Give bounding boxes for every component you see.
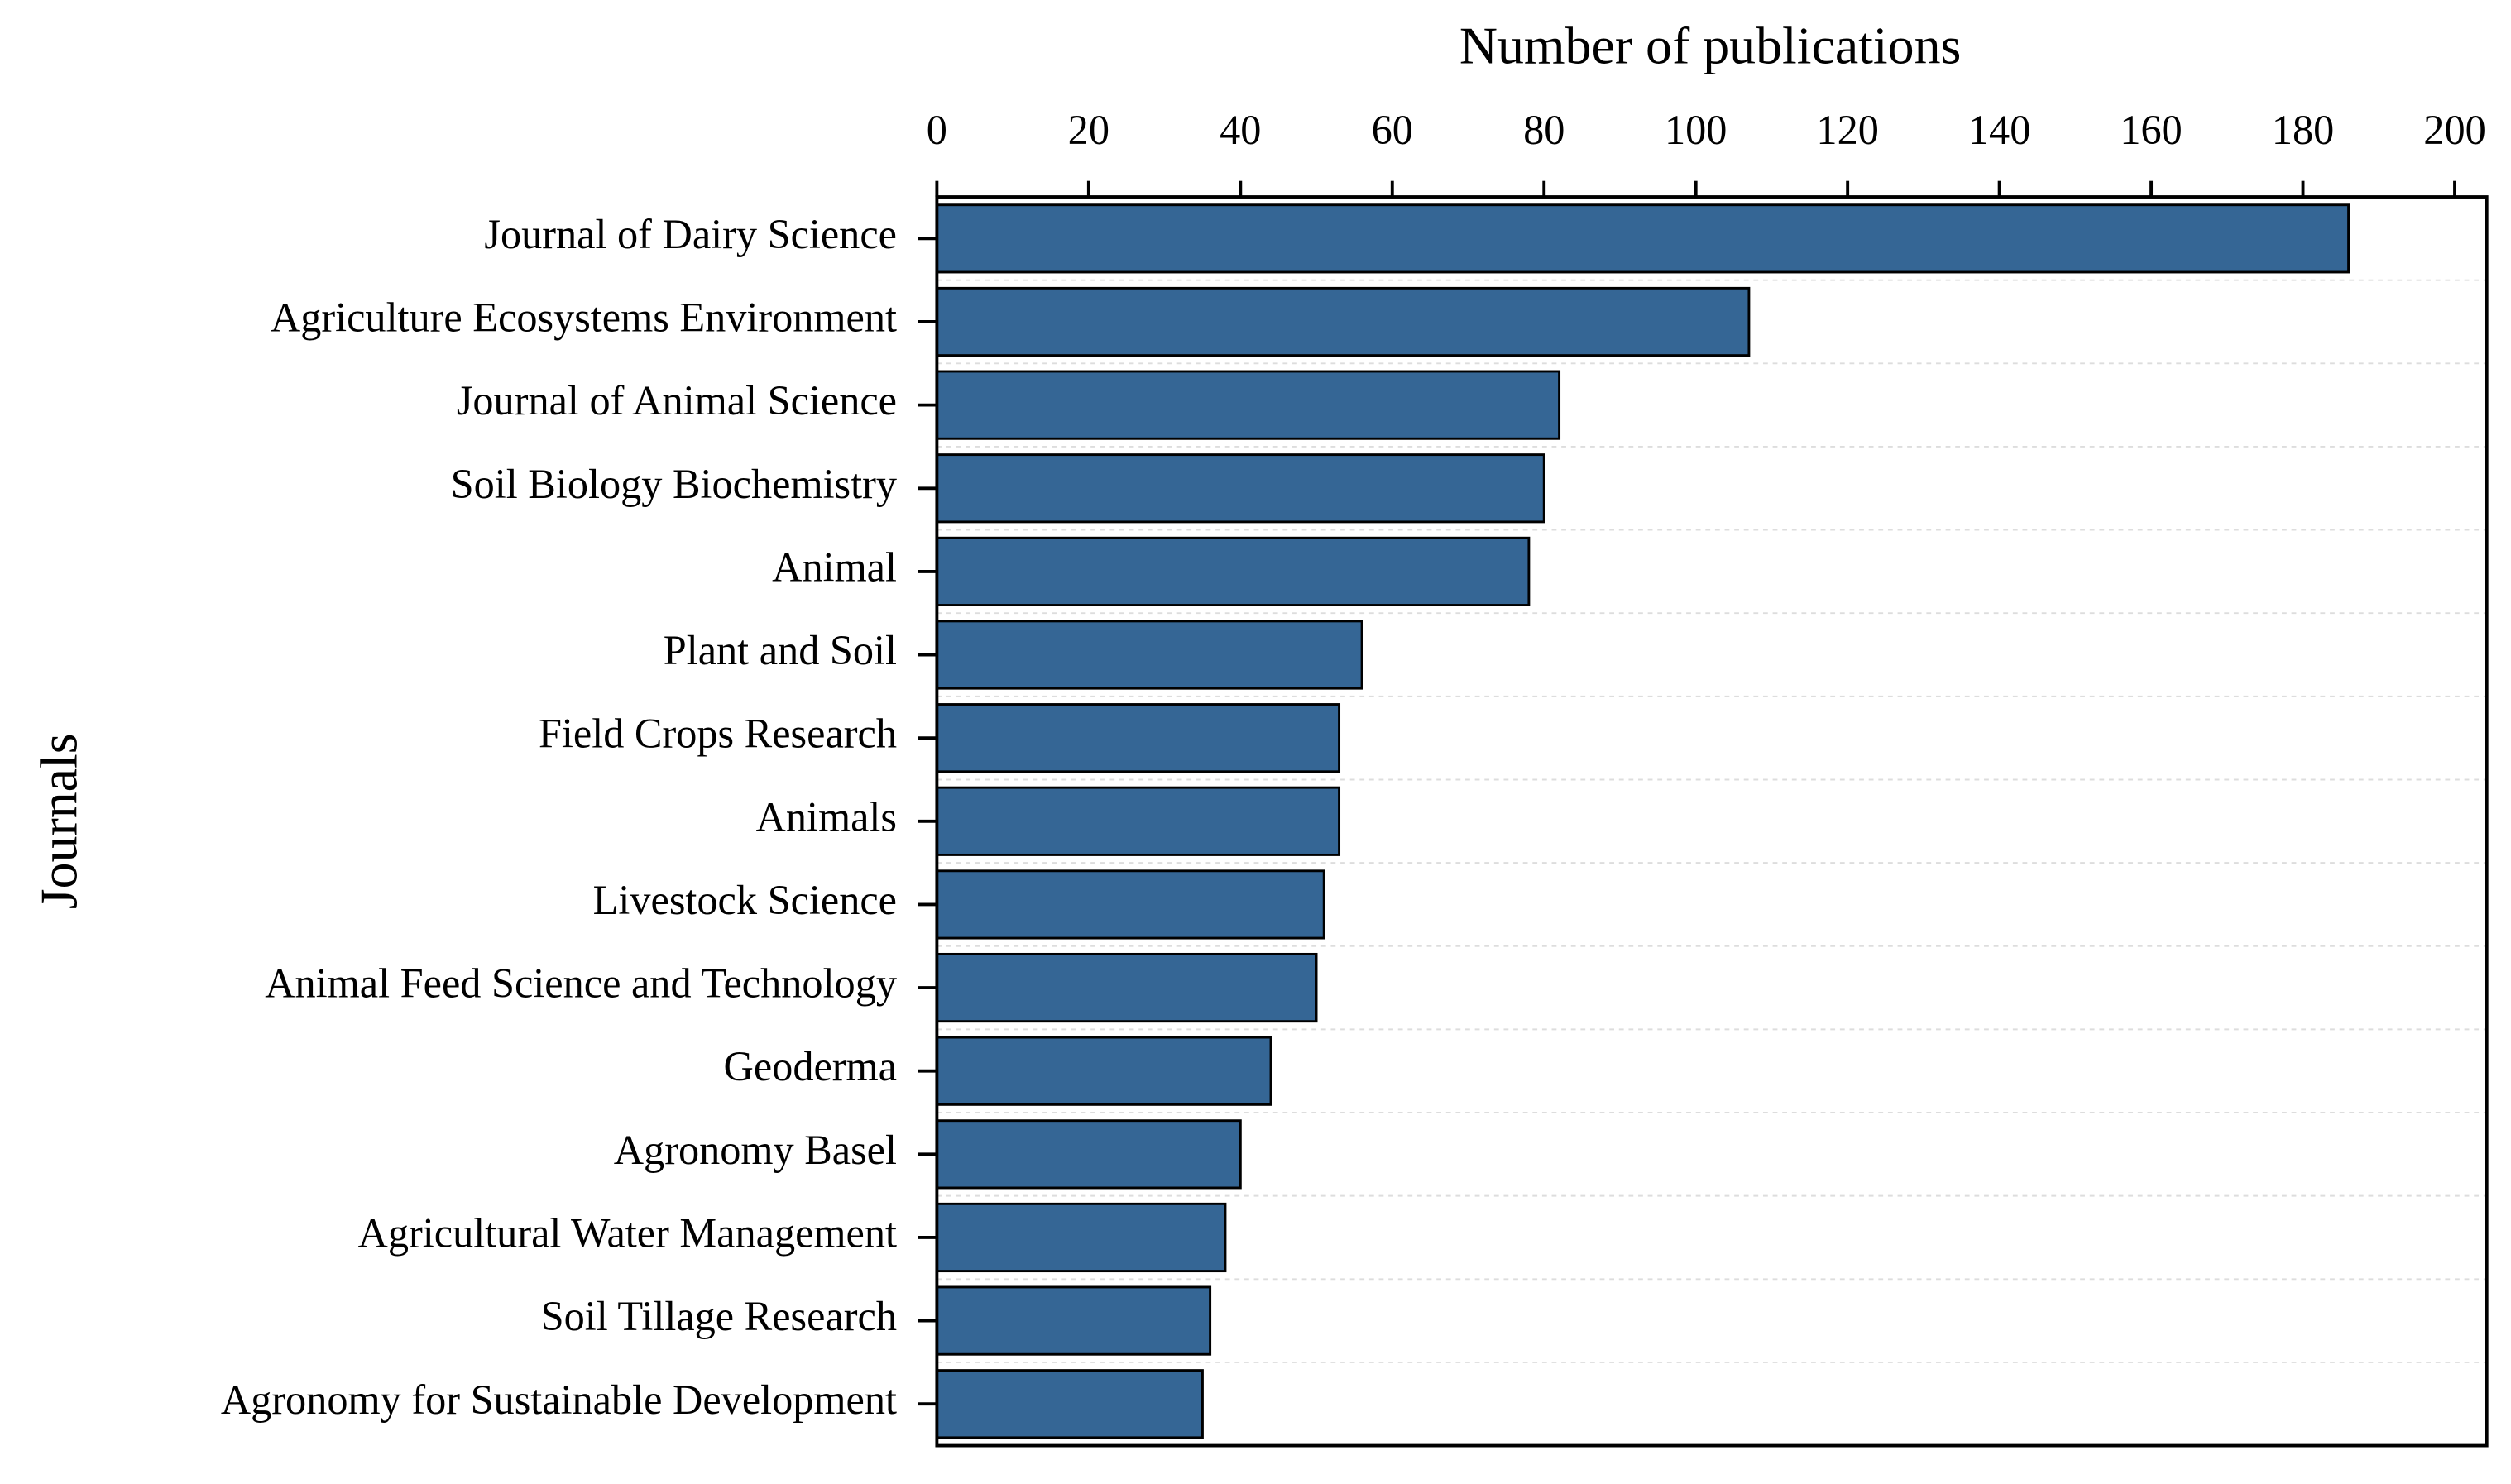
bar bbox=[935, 1369, 1204, 1439]
x-tick-label: 180 bbox=[2272, 107, 2334, 153]
bar bbox=[935, 952, 1318, 1023]
x-tick-label: 20 bbox=[1068, 107, 1109, 153]
y-tick-label: Animal Feed Science and Technology bbox=[265, 960, 897, 1007]
y-tick-label: Animals bbox=[756, 793, 897, 840]
bar bbox=[935, 1119, 1242, 1190]
bar bbox=[935, 1202, 1227, 1273]
y-tick-label: Soil Biology Biochemistry bbox=[451, 461, 897, 507]
y-tick-label: Field Crops Research bbox=[539, 711, 897, 757]
bar bbox=[935, 786, 1341, 856]
y-tick-label: Journal of Dairy Science bbox=[484, 211, 897, 257]
y-tick-label: Soil Tillage Research bbox=[541, 1293, 897, 1339]
bar bbox=[935, 370, 1561, 440]
x-tick-label: 80 bbox=[1523, 107, 1565, 153]
bar bbox=[935, 703, 1341, 773]
bar bbox=[935, 536, 1531, 606]
bar bbox=[935, 203, 2350, 274]
x-tick-label: 160 bbox=[2120, 107, 2182, 153]
bar bbox=[935, 286, 1751, 357]
x-tick-label: 40 bbox=[1220, 107, 1261, 153]
x-tick-label: 140 bbox=[1968, 107, 2030, 153]
y-tick-label: Livestock Science bbox=[593, 877, 897, 923]
plot-frame bbox=[935, 195, 2489, 1448]
bar bbox=[935, 453, 1545, 524]
y-tick-label: Agriculture Ecosystems Environment bbox=[271, 294, 897, 341]
bar bbox=[935, 869, 1325, 940]
x-tick-label: 60 bbox=[1372, 107, 1413, 153]
y-tick-label: Agricultural Water Management bbox=[358, 1210, 897, 1257]
x-tick-label: 0 bbox=[927, 107, 947, 153]
y-axis-title: Journals bbox=[29, 733, 88, 909]
x-tick-label: 120 bbox=[1816, 107, 1878, 153]
bar bbox=[935, 1285, 1212, 1356]
bar bbox=[935, 620, 1363, 690]
x-tick-label: 200 bbox=[2423, 107, 2485, 153]
x-axis-title: Number of publications bbox=[1459, 17, 1962, 75]
x-tick-label: 100 bbox=[1665, 107, 1727, 153]
y-tick-label: Agronomy Basel bbox=[614, 1127, 897, 1173]
y-tick-label: Animal bbox=[772, 543, 897, 590]
y-tick-label: Agronomy for Sustainable Development bbox=[221, 1376, 897, 1423]
bar bbox=[935, 1036, 1272, 1106]
y-tick-label: Journal of Animal Science bbox=[457, 377, 897, 424]
y-tick-label: Geoderma bbox=[724, 1043, 897, 1089]
y-tick-label: Plant and Soil bbox=[664, 627, 897, 673]
